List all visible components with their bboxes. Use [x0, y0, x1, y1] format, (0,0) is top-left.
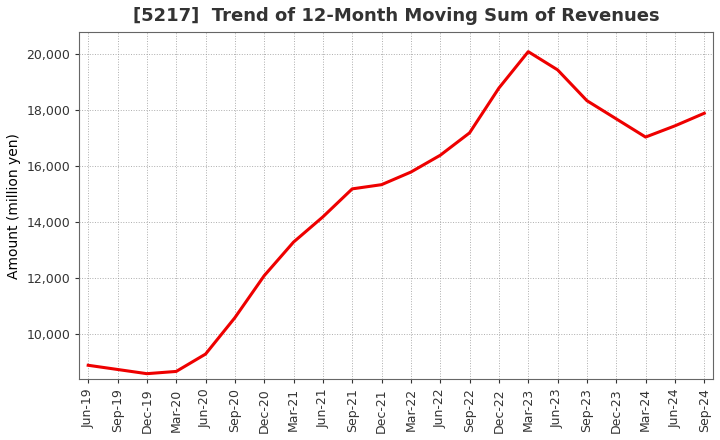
Y-axis label: Amount (million yen): Amount (million yen) — [7, 133, 21, 279]
Title: [5217]  Trend of 12-Month Moving Sum of Revenues: [5217] Trend of 12-Month Moving Sum of R… — [133, 7, 660, 25]
